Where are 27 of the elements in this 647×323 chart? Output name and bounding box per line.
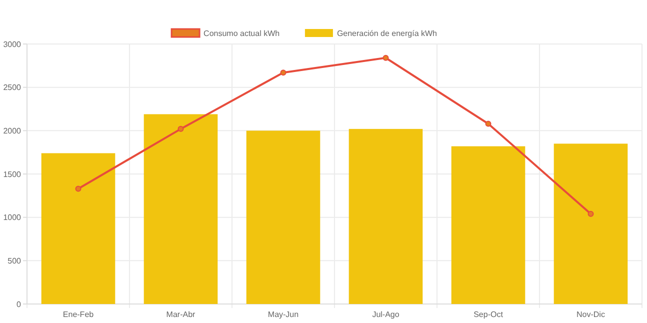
point [280,70,286,76]
bar [144,114,218,304]
y-tick-label: 3000 [3,40,22,49]
x-tick-label: Jul-Ago [372,310,400,319]
x-tick-label: Mar-Abr [166,310,196,319]
y-tick-label: 500 [8,256,22,266]
point [75,186,82,192]
point [485,120,492,127]
y-tick-label: 2500 [3,83,22,92]
bar [348,128,423,304]
y-tick-label: 2000 [3,126,22,136]
bar [554,144,628,304]
bar [246,130,320,304]
point [588,210,594,217]
y-tick-label: 0 [16,300,22,309]
bar [451,146,526,304]
y-tick-label: 1000 [3,213,22,222]
x-tick-label: Nov-Dic [576,310,605,319]
point [178,126,184,132]
x-tick-label: Sep-Oct [474,310,504,319]
bar [41,153,116,304]
x-tick-label: Ene-Feb [62,310,94,319]
x-tick-label: May-Jun [268,310,299,319]
legend-label: Generación de energía kWh [336,28,438,38]
legend-label: Consumo actual kWh [204,28,280,38]
point [382,54,389,61]
y-tick-label: 1500 [3,170,22,179]
